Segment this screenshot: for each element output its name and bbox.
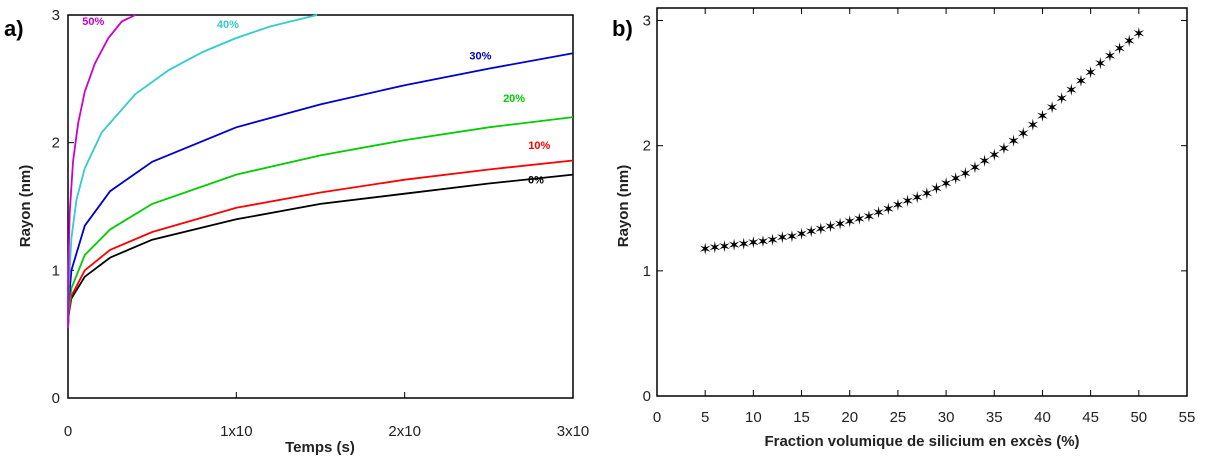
series-line-20pct [67,116,574,328]
panel-b-x-tick-label: 10 [745,409,762,426]
panel-b-x-tick-label: 20 [841,409,858,426]
scatter-point: ✶ [968,160,981,177]
scatter-point: ✶ [776,230,789,247]
panel-b-y-tick-label: 0 [643,388,651,405]
series-label-10pct: 10% [528,140,550,152]
scatter-point: ✶ [795,226,808,243]
scatter-point: ✶ [978,154,991,171]
scatter-point: ✶ [1122,34,1135,51]
scatter-point: ✶ [1065,82,1078,99]
panel-b-x-tick-label: 15 [793,409,810,426]
series-line-40pct [67,14,318,328]
panel-b-x-tick-label: 5 [701,409,709,426]
scatter-point: ✶ [814,221,827,238]
panel-a-curves [67,14,574,328]
scatter-point: ✶ [939,176,952,193]
panel-a-y-tick-label: 2 [52,135,60,152]
scatter-point: ✶ [1084,65,1097,82]
scatter-point: ✶ [920,186,933,203]
scatter-point: ✶ [1094,56,1107,73]
panel-b-x-tick-label: 0 [653,409,661,426]
scatter-point: ✶ [872,205,885,222]
panel-a-y-tick-label: 1 [52,262,60,279]
scatter-point: ✶ [785,229,798,246]
scatter-point: ✶ [718,239,731,256]
scatter-point: ✶ [988,147,1001,164]
series-line-30pct [67,52,574,328]
scatter-point: ✶ [959,166,972,183]
panel-b-x-axis-label: Fraction volumique de silicium en excès … [764,433,1079,450]
scatter-point: ✶ [1007,134,1020,151]
scatter-point: ✶ [1016,126,1029,143]
scatter-point: ✶ [1074,74,1087,91]
scatter-point: ✶ [708,240,721,257]
panel-a-x-tick-label: 2x10 [388,423,421,440]
panel-a-x-tick-label: 0 [64,423,72,440]
scatter-point: ✶ [901,194,914,211]
panel-a-y-tick-label: 0 [52,390,60,407]
scatter-point: ✶ [833,216,846,233]
panel-a-frame [67,14,574,399]
scatter-point: ✶ [1055,91,1068,108]
series-line-50pct [67,14,136,328]
scatter-point: ✶ [804,224,817,241]
panel-b-x-tick-label: 25 [890,409,907,426]
panel-a: a) 0 1x10 2x10 3x10 0 1 2 3 0% 10% 20% 30% 40% 50% T… [4,7,589,456]
scatter-point: ✶ [1132,26,1145,43]
scatter-point: ✶ [1036,109,1049,126]
series-label-30pct: 30% [469,51,491,63]
panel-b-y-tick-label: 2 [643,138,651,155]
panel-b-x-tick-label: 50 [1130,409,1147,426]
panel-a-ticks: 0 1x10 2x10 3x10 0 1 2 3 [52,7,590,440]
panel-b-x-tick-label: 35 [986,409,1003,426]
panel-a-label: a) [4,16,24,41]
panel-a-y-axis-label: Rayon (nm) [17,165,34,248]
panel-a-curve-labels: 0% 10% 20% 30% 40% 50% [82,16,550,186]
scatter-point: ✶ [727,238,740,255]
panel-b-y-tick-label: 3 [643,13,651,30]
scatter-point: ✶ [910,190,923,207]
panel-b-x-tick-label: 55 [1179,409,1196,426]
panel-b-x-tick-label: 30 [938,409,955,426]
scatter-point: ✶ [1113,41,1126,58]
scatter-point: ✶ [882,201,895,218]
scatter-point: ✶ [1026,117,1039,134]
panel-b-points: ✶✶✶✶✶✶✶✶✶✶✶✶✶✶✶✶✶✶✶✶✶✶✶✶✶✶✶✶✶✶✶✶✶✶✶✶✶✶✶✶… [698,26,1145,258]
panel-b-x-tick-label: 40 [1034,409,1051,426]
scatter-point: ✶ [698,241,711,258]
scatter-point: ✶ [1103,49,1116,66]
panel-a-x-tick-label: 1x10 [220,423,253,440]
series-label-50pct: 50% [82,16,104,28]
scatter-point: ✶ [843,214,856,231]
scatter-point: ✶ [997,141,1010,158]
scatter-point: ✶ [862,209,875,226]
panel-b-y-tick-label: 1 [643,263,651,280]
panel-b-label: b) [612,16,633,41]
scatter-point: ✶ [756,234,769,251]
panel-a-x-tick-label: 3x10 [557,423,590,440]
panel-b-x-tick-label: 45 [1082,409,1099,426]
series-label-0pct: 0% [528,175,544,187]
scatter-point: ✶ [766,233,779,250]
scatter-point: ✶ [747,235,760,252]
scatter-point: ✶ [737,236,750,253]
series-label-40pct: 40% [217,19,239,31]
scatter-point: ✶ [891,198,904,215]
scatter-point: ✶ [853,211,866,228]
panel-b-ticks: 0 5 10 15 20 25 30 35 40 45 50 55 0 1 2 3 [643,8,1196,426]
panel-b-frame [656,7,1188,397]
scatter-point: ✶ [930,181,943,198]
panel-b-y-axis-label: Rayon (nm) [615,165,632,248]
series-line-0pct [67,173,574,328]
panel-a-x-axis-label: Temps (s) [285,439,355,456]
series-label-20pct: 20% [503,93,525,105]
scatter-point: ✶ [949,171,962,188]
scatter-point: ✶ [1045,100,1058,117]
scatter-point: ✶ [824,219,837,236]
panel-a-y-tick-label: 3 [52,7,60,24]
